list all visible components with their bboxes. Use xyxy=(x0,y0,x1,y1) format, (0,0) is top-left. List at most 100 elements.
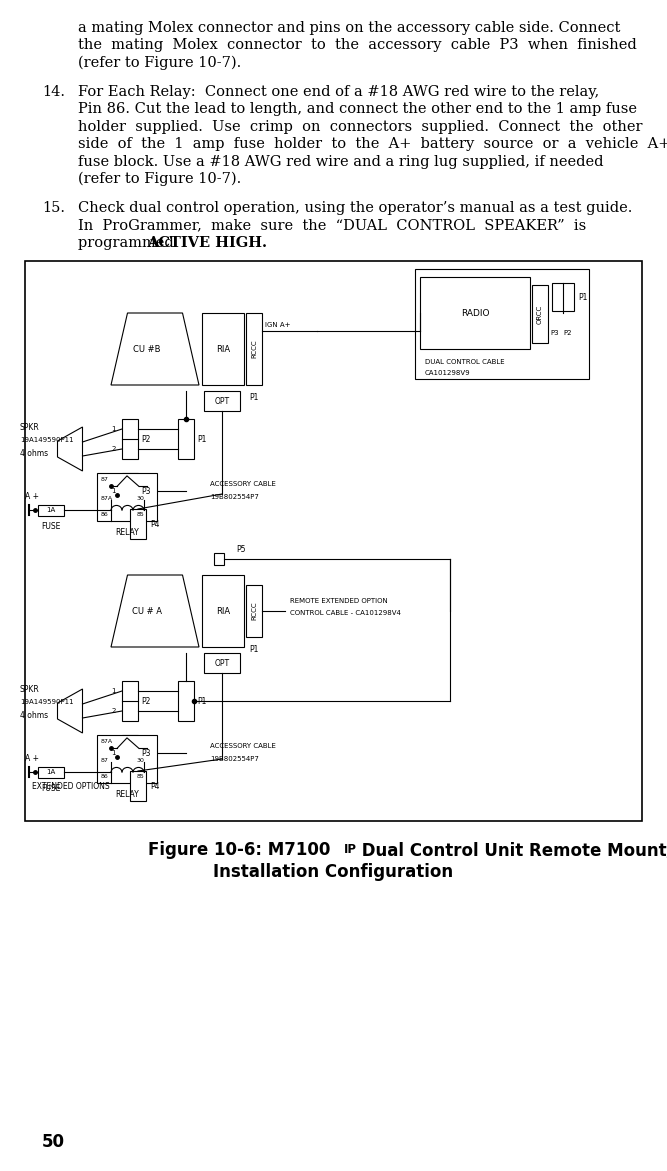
Text: CU # A: CU # A xyxy=(132,607,162,616)
Bar xyxy=(246,313,262,385)
Text: 19B802554P7: 19B802554P7 xyxy=(210,494,259,500)
Text: RIA: RIA xyxy=(216,607,230,616)
Text: A +: A + xyxy=(25,493,39,501)
Bar xyxy=(122,473,138,509)
Text: 86: 86 xyxy=(101,512,109,518)
Text: 19A149590P11: 19A149590P11 xyxy=(20,699,73,705)
Text: Installation Configuration: Installation Configuration xyxy=(213,863,454,881)
Text: P5: P5 xyxy=(236,545,245,554)
Text: fuse block. Use a #18 AWG red wire and a ring lug supplied, if needed: fuse block. Use a #18 AWG red wire and a… xyxy=(78,155,604,169)
Text: 87A: 87A xyxy=(101,739,113,744)
Text: ACCESSORY CABLE: ACCESSORY CABLE xyxy=(210,744,276,749)
Text: RCCC: RCCC xyxy=(251,602,257,621)
Text: FUSE: FUSE xyxy=(41,785,61,794)
Bar xyxy=(214,553,224,564)
Bar xyxy=(420,278,530,349)
Text: 1: 1 xyxy=(111,749,116,756)
Text: ORCC: ORCC xyxy=(537,304,543,323)
Bar xyxy=(202,313,244,385)
Text: In  ProGrammer,  make  sure  the  “DUAL  CONTROL  SPEAKER”  is: In ProGrammer, make sure the “DUAL CONTR… xyxy=(78,218,586,232)
Text: 86: 86 xyxy=(101,774,109,779)
Text: 4 ohms: 4 ohms xyxy=(20,448,48,458)
Text: 1A: 1A xyxy=(47,507,55,513)
Polygon shape xyxy=(57,689,83,733)
Bar xyxy=(122,735,138,771)
Text: P1: P1 xyxy=(249,393,259,402)
Text: 4 ohms: 4 ohms xyxy=(20,711,48,719)
Polygon shape xyxy=(111,313,199,385)
Bar xyxy=(122,419,138,459)
Text: RELAY: RELAY xyxy=(115,790,139,799)
Text: RADIO: RADIO xyxy=(461,308,490,317)
Text: P3: P3 xyxy=(141,486,151,495)
Text: 85: 85 xyxy=(137,512,145,518)
Text: 15.: 15. xyxy=(42,200,65,214)
Bar xyxy=(178,419,194,459)
Text: P1: P1 xyxy=(578,293,588,302)
Text: SPKR: SPKR xyxy=(20,423,40,431)
Text: P1: P1 xyxy=(197,434,206,444)
Text: Dual Control Unit Remote Mount/Remote Mount: Dual Control Unit Remote Mount/Remote Mo… xyxy=(356,841,667,860)
Text: 50: 50 xyxy=(42,1134,65,1151)
Text: RIA: RIA xyxy=(216,344,230,354)
Text: 30: 30 xyxy=(137,758,145,763)
Text: P2: P2 xyxy=(141,697,150,705)
Text: holder  supplied.  Use  crimp  on  connectors  supplied.  Connect  the  other: holder supplied. Use crimp on connectors… xyxy=(78,119,642,133)
Text: 2: 2 xyxy=(111,708,116,714)
Text: 1: 1 xyxy=(111,689,116,694)
Bar xyxy=(178,682,194,721)
Polygon shape xyxy=(57,427,83,471)
Text: EXTENDED OPTIONS: EXTENDED OPTIONS xyxy=(32,781,109,790)
Bar xyxy=(415,269,589,379)
Text: P3: P3 xyxy=(550,330,559,336)
Text: programmed: programmed xyxy=(78,235,178,249)
Text: DUAL CONTROL CABLE: DUAL CONTROL CABLE xyxy=(425,359,505,365)
Text: a mating Molex connector and pins on the accessory cable side. Connect: a mating Molex connector and pins on the… xyxy=(78,21,620,35)
Bar xyxy=(202,575,244,648)
Text: Check dual control operation, using the operator’s manual as a test guide.: Check dual control operation, using the … xyxy=(78,200,632,214)
Bar xyxy=(204,391,240,411)
Text: For Each Relay:  Connect one end of a #18 AWG red wire to the relay,: For Each Relay: Connect one end of a #18… xyxy=(78,84,599,98)
Text: CA101298V9: CA101298V9 xyxy=(425,370,471,376)
Bar xyxy=(532,285,548,343)
Text: P2: P2 xyxy=(141,434,150,444)
Bar xyxy=(204,653,240,673)
Text: RCCC: RCCC xyxy=(251,340,257,358)
Text: the  mating  Molex  connector  to  the  accessory  cable  P3  when  finished: the mating Molex connector to the access… xyxy=(78,39,637,53)
Text: P4: P4 xyxy=(150,781,159,790)
Bar xyxy=(552,283,574,311)
Text: 87: 87 xyxy=(101,758,109,763)
Bar xyxy=(97,735,157,783)
Bar xyxy=(130,771,146,801)
Text: P4: P4 xyxy=(150,520,159,528)
Text: 1: 1 xyxy=(111,426,116,432)
Text: 30: 30 xyxy=(137,497,145,501)
Bar xyxy=(38,505,64,516)
Text: 1: 1 xyxy=(111,488,116,494)
Text: P3: P3 xyxy=(141,748,151,758)
Text: 1A: 1A xyxy=(47,769,55,775)
Text: IP: IP xyxy=(344,843,357,856)
Text: FUSE: FUSE xyxy=(41,522,61,532)
Text: P2: P2 xyxy=(563,330,572,336)
Text: 14.: 14. xyxy=(42,84,65,98)
Text: P1: P1 xyxy=(197,697,206,705)
Text: 87: 87 xyxy=(101,477,109,482)
Text: CU #B: CU #B xyxy=(133,344,161,354)
Text: Figure 10-6: M7100: Figure 10-6: M7100 xyxy=(148,841,330,860)
Bar xyxy=(246,586,262,637)
Text: Pin 86. Cut the lead to length, and connect the other end to the 1 amp fuse: Pin 86. Cut the lead to length, and conn… xyxy=(78,102,637,116)
Text: (refer to Figure 10-7).: (refer to Figure 10-7). xyxy=(78,56,241,70)
Text: REMOTE EXTENDED OPTION: REMOTE EXTENDED OPTION xyxy=(290,598,388,604)
Text: 19B802554P7: 19B802554P7 xyxy=(210,756,259,762)
Text: OPT: OPT xyxy=(214,397,229,405)
Text: P1: P1 xyxy=(249,645,259,653)
Bar xyxy=(122,682,138,721)
Bar xyxy=(38,767,64,778)
Text: 85: 85 xyxy=(137,774,145,779)
Text: A +: A + xyxy=(25,754,39,763)
Bar xyxy=(97,473,157,521)
Polygon shape xyxy=(111,575,199,648)
Text: (refer to Figure 10-7).: (refer to Figure 10-7). xyxy=(78,172,241,186)
Bar xyxy=(130,509,146,539)
